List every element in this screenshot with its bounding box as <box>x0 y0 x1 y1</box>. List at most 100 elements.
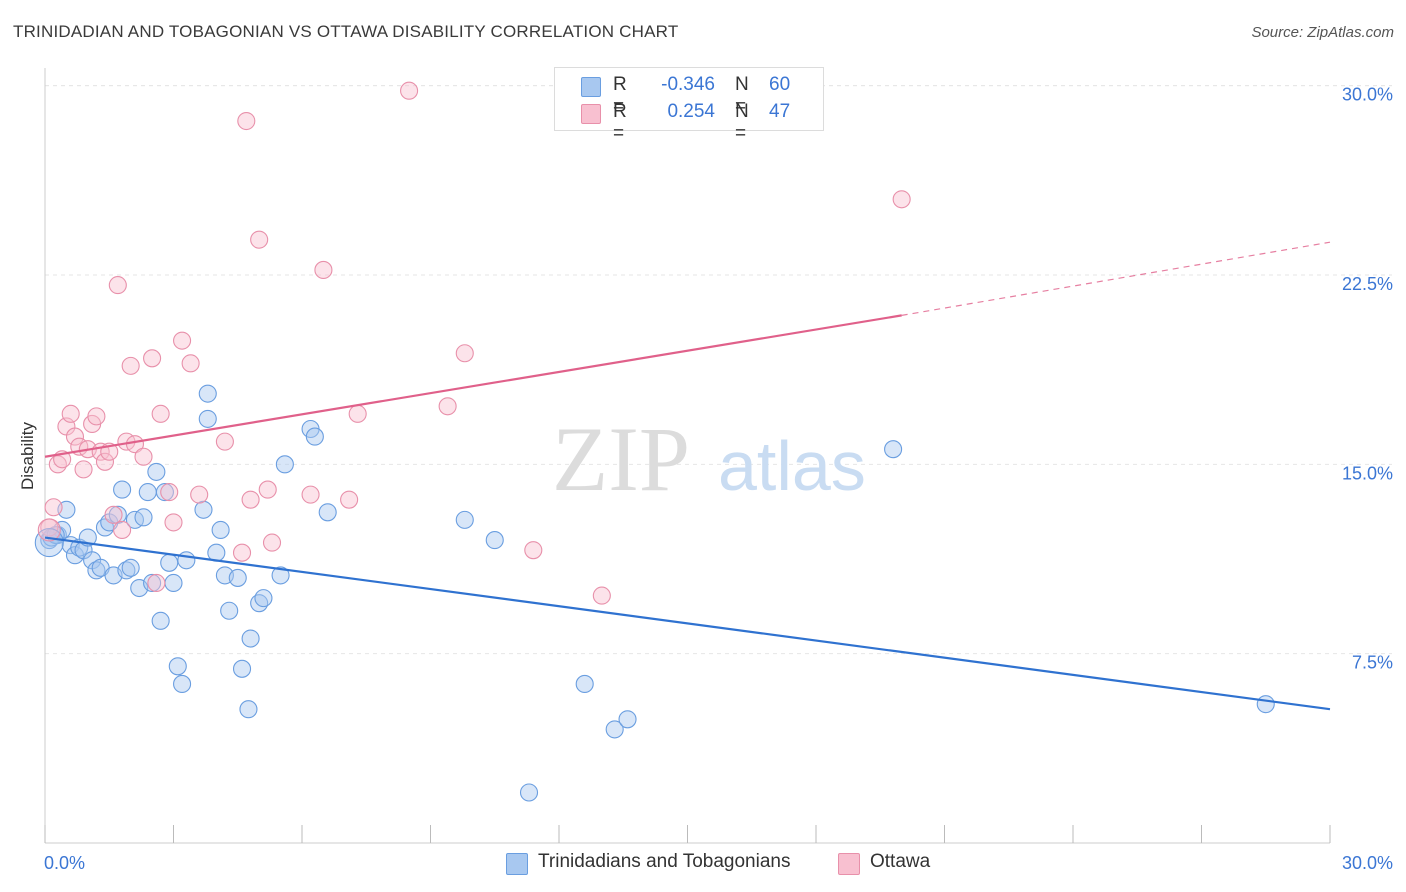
point-trinidadian <box>884 440 903 459</box>
point-ottawa <box>524 541 543 560</box>
point-trinidadian <box>134 508 153 527</box>
point-ottawa <box>143 349 162 368</box>
point-ottawa <box>37 518 61 542</box>
point-trinidadian <box>138 483 157 502</box>
point-ottawa <box>173 331 192 350</box>
legend-n-value: 60 <box>769 74 791 95</box>
y-tick-label: 22.5% <box>1342 274 1393 294</box>
point-ottawa <box>65 427 85 446</box>
point-trinidadian <box>173 674 192 694</box>
legend-n-key: N = <box>735 74 749 117</box>
legend-label: Trinidadians and Tobagonians <box>538 851 791 872</box>
point-ottawa <box>181 354 200 373</box>
point-trinidadian <box>618 710 637 729</box>
point-ottawa <box>121 356 140 375</box>
point-ottawa <box>241 490 260 509</box>
legend-swatch-blue <box>581 77 601 97</box>
point-ottawa <box>262 533 282 552</box>
correlation-legend: R = -0.346 N = 60 R = 0.254 N = 47 <box>554 67 824 144</box>
point-ottawa <box>438 397 457 416</box>
legend-r-key: R = <box>613 101 627 144</box>
point-trinidadian <box>271 566 290 585</box>
point-ottawa <box>340 490 359 509</box>
point-ottawa <box>134 447 153 466</box>
trend-line-trinidadian <box>44 536 1331 711</box>
y-axis-label: Disability <box>18 421 37 490</box>
point-ottawa <box>87 407 106 426</box>
point-trinidadian <box>164 573 183 593</box>
point-trinidadian <box>108 505 127 524</box>
trend-line-ottawa <box>44 314 902 458</box>
point-ottawa <box>61 404 80 423</box>
point-trinidadian <box>318 503 337 522</box>
data-points <box>34 81 1275 802</box>
watermark-zip: ZIP <box>552 408 690 510</box>
point-ottawa <box>44 498 63 517</box>
point-trinidadian <box>228 568 247 587</box>
point-trinidadian <box>1256 695 1275 714</box>
point-ottawa <box>95 452 115 471</box>
point-ottawa <box>151 404 170 423</box>
point-ottawa <box>147 573 166 593</box>
x-tick-label-min: 0.0% <box>44 853 85 873</box>
point-trinidadian <box>198 384 217 403</box>
point-trinidadian <box>194 500 213 519</box>
point-trinidadian <box>151 611 170 630</box>
axes <box>44 68 1331 844</box>
point-ottawa <box>190 485 209 504</box>
watermark-atlas: atlas <box>718 427 866 505</box>
point-trinidadian <box>147 462 166 481</box>
point-ottawa <box>258 480 277 499</box>
point-ottawa <box>164 513 183 532</box>
legend-r-value: 0.254 <box>667 101 715 122</box>
point-trinidadian <box>198 409 217 428</box>
legend-r-key: R = <box>613 74 627 117</box>
point-trinidadian <box>485 531 504 550</box>
point-ottawa <box>232 543 252 562</box>
point-trinidadian <box>232 659 252 678</box>
point-trinidadian <box>177 551 196 570</box>
gridlines <box>45 85 1392 655</box>
point-ottawa <box>74 460 93 479</box>
point-ottawa <box>160 483 179 502</box>
point-trinidadian <box>575 674 594 694</box>
axis-labels: 7.5% 15.0% 22.5% 30.0% 0.0% 30.0% Disability <box>18 85 1393 873</box>
point-trinidadian <box>241 629 260 648</box>
y-tick-label: 30.0% <box>1342 85 1393 105</box>
point-ottawa <box>250 230 269 249</box>
legend-swatch-blue <box>506 853 528 875</box>
legend-n-key: N = <box>735 101 749 144</box>
point-ottawa <box>455 344 474 363</box>
point-trinidadian <box>220 601 239 620</box>
chart-title: TRINIDADIAN AND TOBAGONIAN VS OTTAWA DIS… <box>13 22 679 41</box>
point-ottawa <box>892 190 911 209</box>
point-ottawa <box>237 111 256 131</box>
trend-lines <box>44 241 1331 711</box>
point-ottawa <box>314 260 333 280</box>
point-trinidadian <box>239 700 258 719</box>
point-trinidadian <box>275 455 294 474</box>
point-trinidadian <box>155 483 174 502</box>
watermark: ZIP atlas <box>552 408 866 510</box>
point-trinidadian <box>605 720 624 739</box>
legend-r-value: -0.346 <box>661 74 715 95</box>
point-ottawa <box>215 432 234 451</box>
y-tick-label: 15.0% <box>1342 463 1393 483</box>
point-trinidadian <box>254 589 273 608</box>
point-trinidadian <box>519 783 539 802</box>
point-ottawa <box>592 586 611 605</box>
series-legend: Trinidadians and Tobagonians Ottawa <box>0 851 1406 877</box>
point-trinidadian <box>113 480 132 499</box>
x-tick-label-max: 30.0% <box>1342 853 1393 873</box>
point-trinidadian <box>455 510 474 529</box>
point-ottawa <box>348 404 367 423</box>
point-trinidadian <box>168 657 187 676</box>
legend-label: Ottawa <box>870 851 931 872</box>
point-ottawa <box>400 81 419 100</box>
point-trinidadian <box>305 427 324 446</box>
point-ottawa <box>113 520 132 540</box>
chart-source: Source: ZipAtlas.com <box>1251 24 1394 41</box>
trend-line-ottawa-extension <box>901 241 1331 316</box>
point-trinidadian <box>143 573 162 593</box>
